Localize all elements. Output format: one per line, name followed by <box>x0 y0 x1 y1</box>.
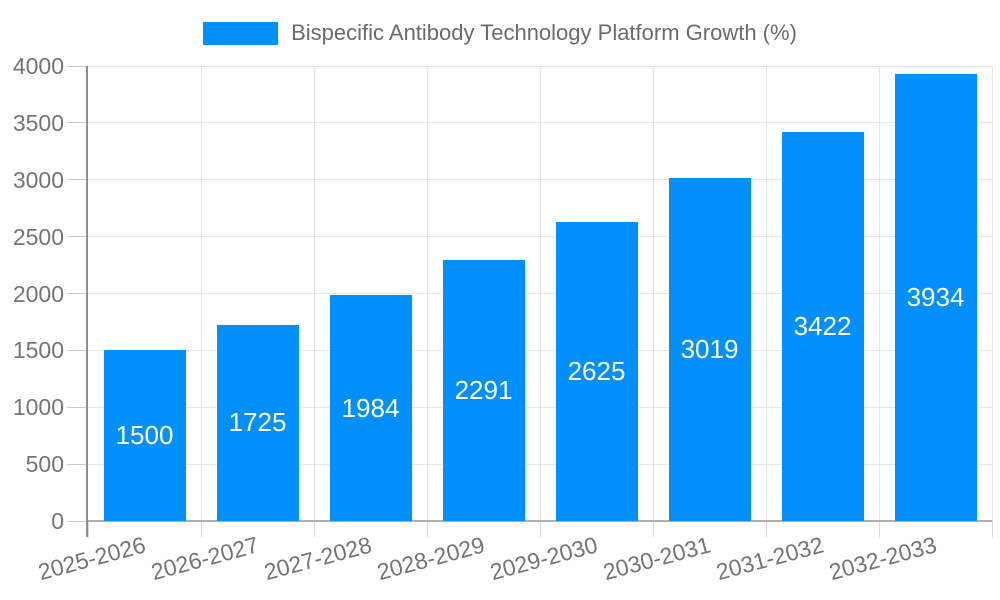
x-gridline <box>765 66 767 521</box>
x-tick <box>87 521 89 537</box>
bar-value-label: 1500 <box>115 420 174 451</box>
bar-value-label: 1725 <box>228 407 287 438</box>
x-gridline <box>200 66 202 521</box>
y-tick <box>67 406 87 408</box>
x-gridline <box>878 66 880 521</box>
x-axis-line <box>88 520 992 522</box>
bar[interactable]: 3934 <box>894 73 977 521</box>
bar[interactable]: 3019 <box>668 177 751 521</box>
x-tick <box>765 521 767 537</box>
bar[interactable]: 1500 <box>103 350 186 521</box>
y-axis-label: 1500 <box>12 337 64 364</box>
bar[interactable]: 2625 <box>555 222 638 521</box>
bar[interactable]: 1984 <box>329 295 412 521</box>
y-tick <box>67 122 87 124</box>
y-axis-label: 4000 <box>12 53 64 79</box>
bar-value-label: 3422 <box>793 310 852 341</box>
y-axis-line <box>86 66 88 537</box>
x-tick <box>652 521 654 537</box>
x-tick <box>426 521 428 537</box>
x-tick <box>991 521 993 537</box>
x-tick <box>200 521 202 537</box>
bar-value-label: 2625 <box>567 356 626 387</box>
x-gridline <box>991 66 993 521</box>
bar-value-label: 2291 <box>454 375 513 406</box>
x-gridline <box>652 66 654 521</box>
y-tick <box>67 349 87 351</box>
x-gridline <box>313 66 315 521</box>
x-gridline <box>426 66 428 521</box>
y-tick <box>67 463 87 465</box>
x-tick <box>539 521 541 537</box>
y-axis-label: 3500 <box>12 109 64 136</box>
bar[interactable]: 3422 <box>781 131 864 521</box>
y-axis-label: 2500 <box>12 223 64 250</box>
legend-swatch-icon <box>203 21 279 45</box>
y-axis-label: 500 <box>25 451 64 478</box>
y-axis-label: 1000 <box>12 394 64 421</box>
y-tick <box>67 293 87 294</box>
x-gridline <box>539 66 541 521</box>
y-axis-label: 0 <box>51 508 64 534</box>
y-tick <box>67 179 87 181</box>
y-tick <box>67 65 87 67</box>
y-axis-label: 2000 <box>12 280 64 307</box>
y-tick <box>67 236 87 238</box>
y-axis-label: 3000 <box>12 166 64 193</box>
bar[interactable]: 1725 <box>216 324 299 521</box>
legend-label: Bispecific Antibody Technology Platform … <box>291 20 797 45</box>
bar-value-label: 1984 <box>341 392 400 423</box>
x-tick <box>878 521 880 537</box>
bar-value-label: 3019 <box>680 333 739 364</box>
bar[interactable]: 2291 <box>442 260 525 521</box>
plot-area: 0 500 1000 1500 2000 2500 3000 3500 4000 1500 1725… <box>13 54 993 585</box>
x-tick <box>313 521 315 537</box>
bar-value-label: 3934 <box>906 281 965 312</box>
legend[interactable]: Bispecific Antibody Technology Platform … <box>0 17 1000 49</box>
y-tick <box>67 520 87 522</box>
